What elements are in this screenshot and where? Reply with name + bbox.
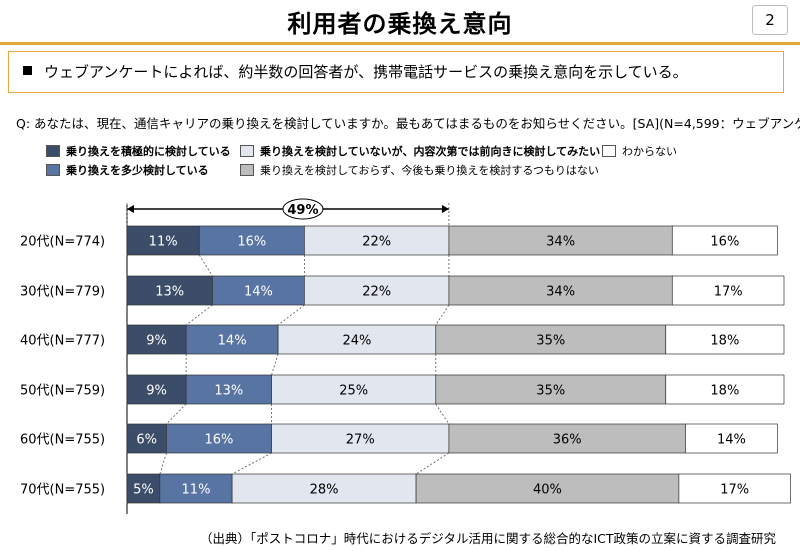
source-note: （出典）「ポストコロナ」時代におけるデジタル活用に関する総合的なICT政策の立案… [199, 531, 776, 546]
category-label: 30代(N=779) [20, 285, 105, 300]
bar-segment [415, 473, 680, 504]
data-label: 36% [553, 433, 582, 448]
category-label: 20代(N=774) [20, 235, 105, 250]
bar-segment [198, 225, 305, 256]
data-label: 9% [146, 334, 167, 349]
legend-swatch [46, 145, 60, 157]
bar-segment [159, 473, 233, 504]
connector-line [415, 452, 450, 475]
bar-segment [212, 275, 305, 306]
data-label: 16% [237, 235, 266, 250]
legend-swatch [240, 145, 254, 157]
connector-line [271, 353, 279, 376]
data-label: 11% [149, 235, 178, 250]
summary-text: ウェブアンケートによれば、約半数の回答者が、携帯電話サービスの乗換え意向を示して… [44, 63, 688, 81]
bar-segment [665, 374, 785, 405]
data-label: 9% [146, 384, 167, 399]
data-label: 14% [717, 433, 746, 448]
data-label: 40% [533, 483, 562, 498]
data-label: 18% [710, 384, 739, 399]
data-label: 22% [362, 285, 391, 300]
data-label: 35% [536, 334, 565, 349]
connector-line [435, 304, 450, 326]
legend-label: わからない [622, 145, 677, 158]
legend-swatch [46, 164, 60, 176]
data-label: 27% [346, 433, 375, 448]
annotation-label: 49% [287, 203, 318, 218]
legend-item-unknown: わからない [602, 143, 677, 159]
bar-segment [665, 324, 785, 355]
page-title: 利用者の乗換え意向 [287, 10, 513, 38]
connector-line [185, 304, 213, 326]
bracket-arrow-right [441, 205, 449, 213]
connector-line [159, 452, 167, 475]
legend-label: 乗り換えを積極的に検討している [66, 145, 231, 158]
bar-segment [435, 374, 667, 405]
data-label: 11% [182, 483, 211, 498]
data-label: 22% [362, 235, 391, 250]
legend-label: 乗り換えを検討しておらず、今後も乗り換えを検討するつもりはない [260, 164, 599, 177]
connector-line [231, 452, 272, 475]
data-label: 24% [342, 334, 371, 349]
category-label: 60代(N=755) [20, 433, 105, 448]
bar-segment [671, 225, 778, 256]
bar-segment [435, 324, 667, 355]
bar-segment [304, 225, 450, 256]
bar-segment [671, 275, 785, 306]
connector-line [198, 254, 213, 277]
data-label: 17% [714, 285, 743, 300]
bullet-icon [23, 66, 32, 75]
data-label: 14% [218, 334, 247, 349]
data-label: 18% [710, 334, 739, 349]
legend-swatch [240, 164, 254, 176]
data-label: 5% [133, 483, 154, 498]
summary-box: ウェブアンケートによれば、約半数の回答者が、携帯電話サービスの乗換え意向を示して… [8, 51, 784, 93]
connector-line [277, 304, 305, 326]
legend-label: 乗り換えを多少検討している [66, 164, 209, 177]
category-label: 50代(N=759) [20, 384, 105, 399]
data-label: 13% [155, 285, 184, 300]
legend-item-positive: 乗り換えを検討していないが、内容次第では前向きに検討してみたい [240, 143, 600, 159]
connector-line [166, 403, 187, 425]
bracket-arrow-left [127, 205, 134, 213]
bar-segment [126, 324, 187, 355]
survey-question: Q: あなたは、現在、通信キャリアの乗り換えを検討していますか。最もあてはまるも… [16, 116, 800, 131]
data-label: 35% [536, 384, 565, 399]
category-label: 70代(N=755) [20, 483, 105, 498]
data-label: 16% [710, 235, 739, 250]
legend-item-active: 乗り換えを積極的に検討している [46, 143, 231, 159]
data-label: 34% [546, 235, 575, 250]
data-label: 6% [136, 433, 157, 448]
data-label: 16% [205, 433, 234, 448]
bar-segment [685, 423, 778, 454]
bar-segment [185, 324, 279, 355]
category-label: 40代(N=777) [20, 334, 105, 349]
legend-swatch [602, 145, 616, 157]
title-bar: 利用者の乗換え意向 2 [0, 0, 800, 45]
data-label: 28% [310, 483, 339, 498]
data-label: 34% [546, 285, 575, 300]
bar-segment [126, 275, 213, 306]
annotation-badge [282, 198, 324, 220]
data-label: 14% [244, 285, 273, 300]
connector-line [435, 403, 450, 425]
legend-item-not-considering: 乗り換えを検討しておらず、今後も乗り換えを検討するつもりはない [240, 162, 599, 178]
page-number: 2 [752, 5, 788, 35]
bar-segment [277, 324, 437, 355]
bar-segment [271, 423, 450, 454]
bar-segment [166, 423, 272, 454]
bar-segment [448, 423, 686, 454]
data-label: 13% [214, 384, 243, 399]
legend-item-somewhat: 乗り換えを多少検討している [46, 162, 209, 178]
data-label: 25% [339, 384, 368, 399]
bar-segment [271, 374, 437, 405]
data-label: 17% [720, 483, 749, 498]
bar-segment [448, 225, 673, 256]
bar-segment [126, 423, 167, 454]
bar-segment [678, 473, 791, 504]
legend-label: 乗り換えを検討していないが、内容次第では前向きに検討してみたい [260, 145, 601, 158]
bar-segment [231, 473, 417, 504]
bar-segment [185, 374, 272, 405]
